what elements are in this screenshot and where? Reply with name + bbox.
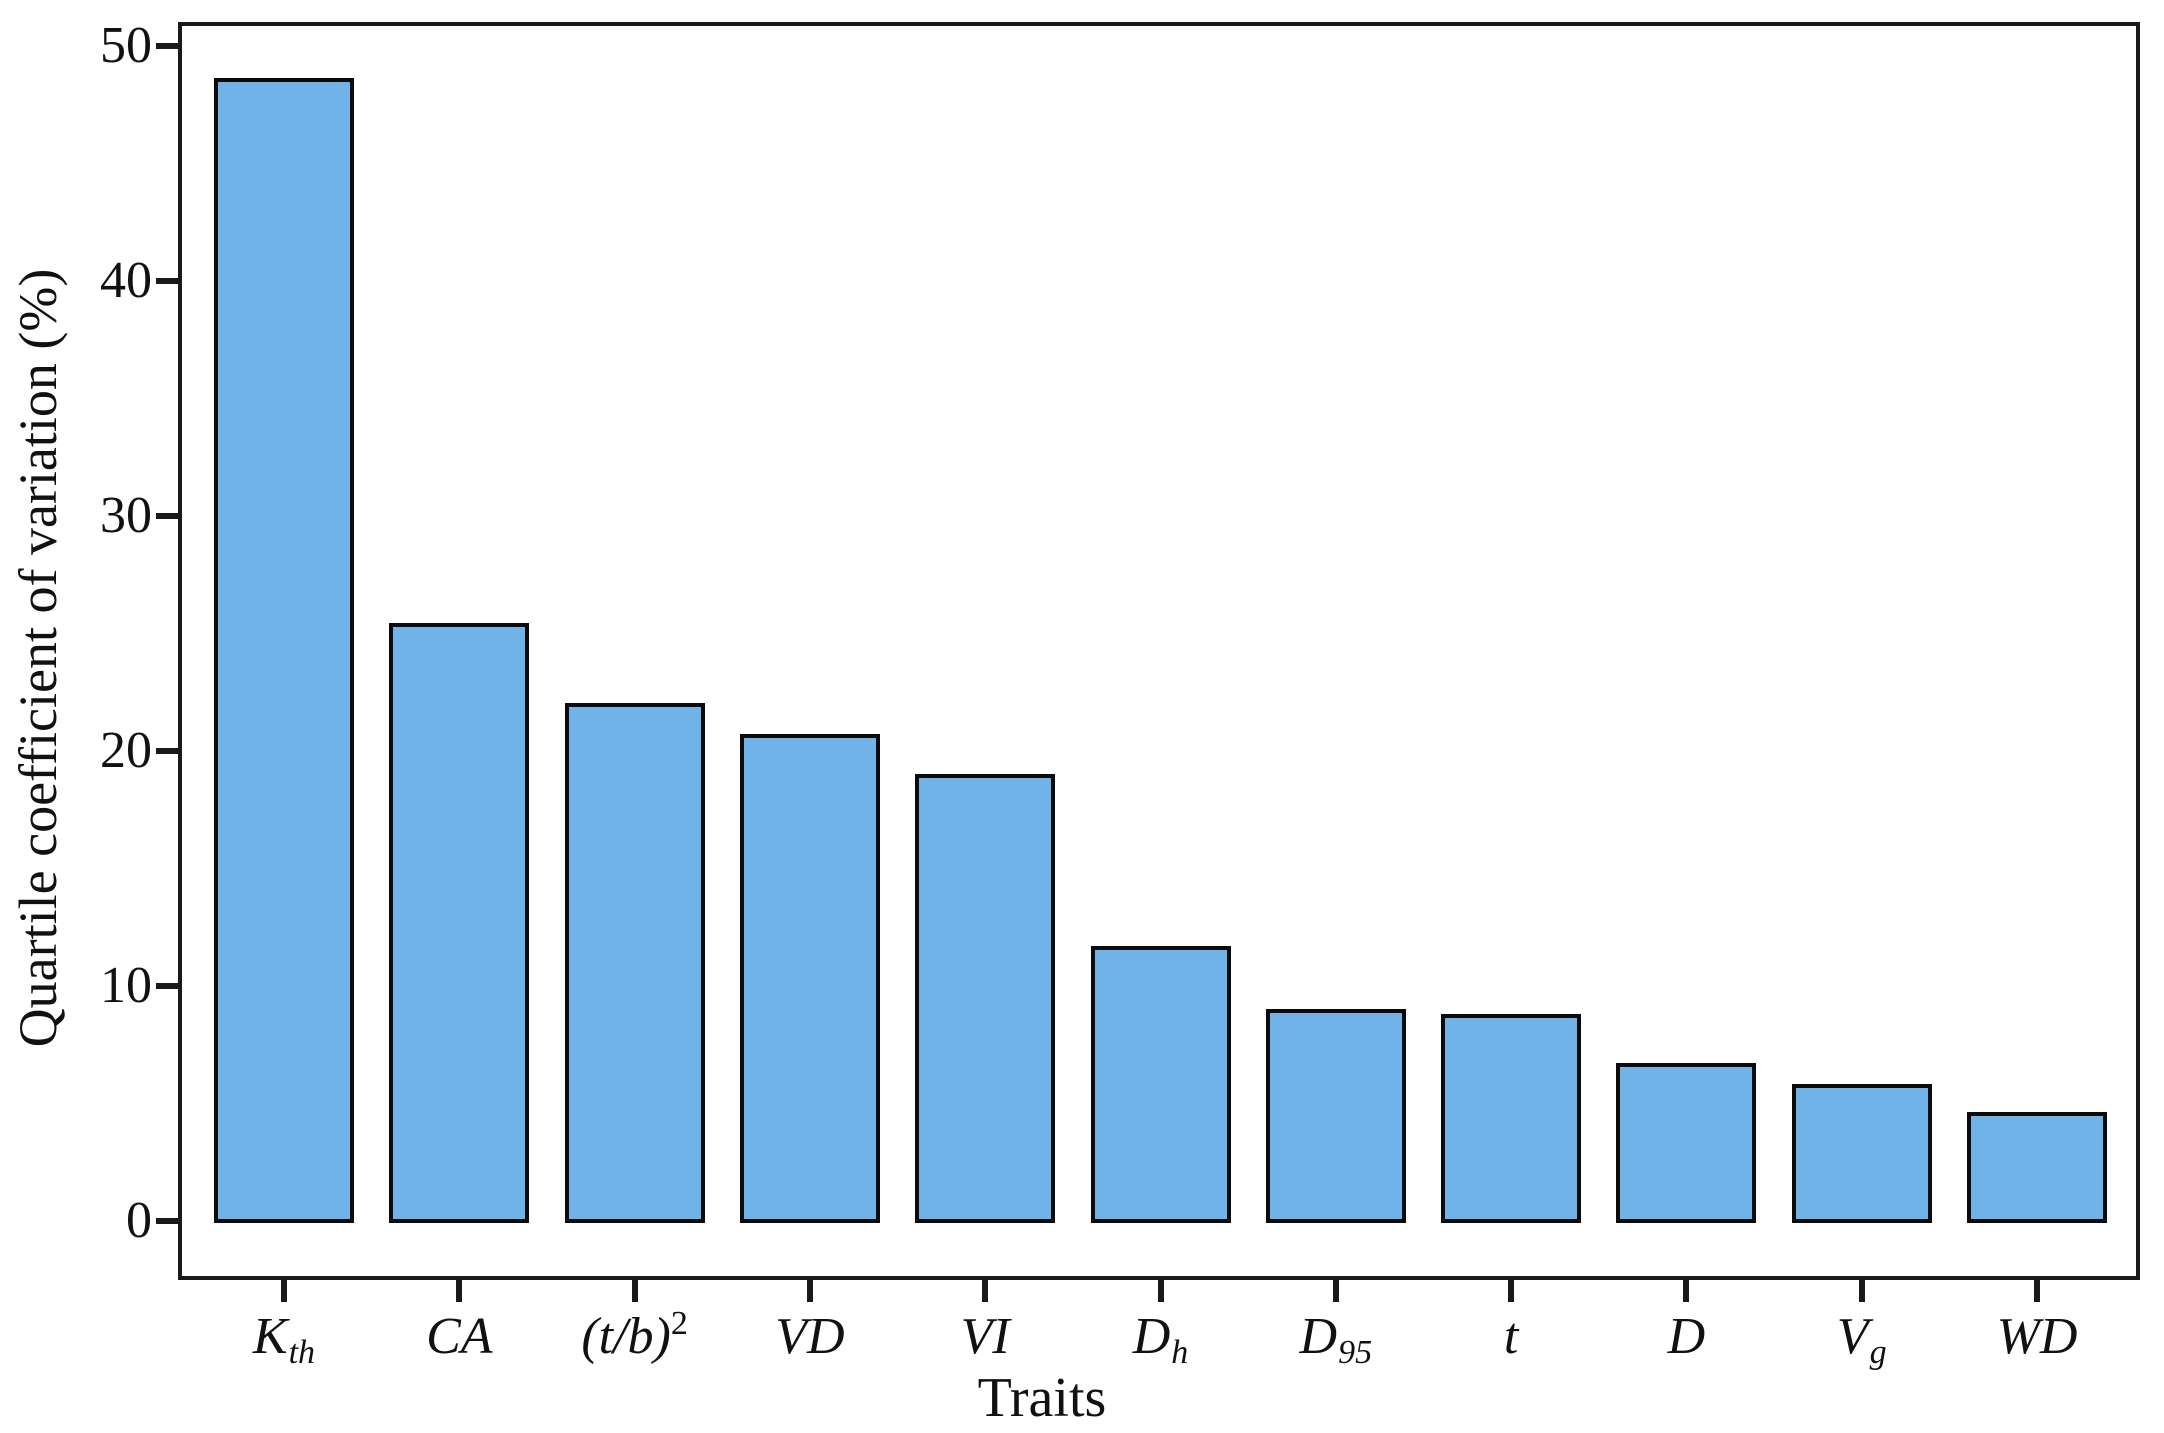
x-tick-label-subscript: h [1171, 1333, 1189, 1371]
bar-WD [1967, 1112, 2107, 1224]
bar-D [1616, 1063, 1757, 1224]
x-tick-label-Dh: Dh [1001, 1308, 1321, 1372]
x-tick [1683, 1280, 1690, 1302]
x-tick-label-main: D [1132, 1308, 1171, 1365]
y-tick-label: 10 [100, 957, 152, 1015]
bar-Kth [214, 78, 354, 1224]
bar-D95 [1265, 1009, 1406, 1224]
x-tick-label-VI: VI [825, 1308, 1145, 1366]
x-tick-label-(t/b)2: (t/b)2 [475, 1305, 795, 1372]
x-tick [806, 1280, 813, 1302]
y-tick [156, 512, 178, 519]
x-tick [1157, 1280, 1164, 1302]
bar-VD [739, 734, 880, 1224]
x-tick [1858, 1280, 1865, 1302]
x-tick-label-main: WD [1996, 1308, 2078, 1365]
x-tick-label-CA: CA [299, 1308, 619, 1366]
x-tick-label-main: (t/b) [581, 1308, 671, 1365]
x-tick-label-VD: VD [650, 1308, 970, 1366]
y-axis-label: Quartile coefficient of variation (%) [8, 268, 68, 1048]
bar-VI [915, 774, 1056, 1224]
x-tick [982, 1280, 989, 1302]
x-tick [281, 1280, 287, 1302]
x-axis-label: Traits [977, 1367, 1107, 1429]
x-tick-label-main: D [1667, 1308, 1706, 1365]
x-tick-label-main: t [1503, 1308, 1519, 1365]
y-tick [156, 42, 178, 49]
x-tick [456, 1280, 463, 1302]
x-tick [2034, 1280, 2040, 1302]
x-tick-label-WD: WD [1877, 1308, 2164, 1366]
y-tick [156, 983, 178, 990]
x-tick [631, 1280, 638, 1302]
bar-Dh [1090, 946, 1231, 1224]
x-tick-label-Vg: Vg [1702, 1308, 2022, 1372]
x-tick-label-t: t [1351, 1308, 1671, 1366]
x-tick [1332, 1280, 1339, 1302]
x-tick-label-main: V [1836, 1308, 1869, 1365]
x-tick-label-main: VD [775, 1308, 845, 1365]
x-tick-label-D: D [1526, 1308, 1846, 1366]
bar-CA [389, 623, 530, 1224]
y-tick-label: 40 [100, 251, 152, 309]
bar-t [1441, 1014, 1582, 1224]
x-tick-label-main: CA [426, 1308, 493, 1365]
x-tick-label-main: D [1299, 1308, 1338, 1365]
y-tick-label: 20 [100, 721, 152, 779]
y-tick-label: 0 [126, 1192, 152, 1250]
x-tick-label-main: K [252, 1308, 288, 1365]
y-tick [156, 277, 178, 284]
y-tick [156, 747, 178, 754]
y-tick [156, 1218, 178, 1225]
x-tick-label-subscript: g [1869, 1333, 1887, 1371]
x-tick-label-superscript: 2 [670, 1305, 688, 1343]
x-tick-label-main: VI [960, 1308, 1010, 1365]
x-tick-label-subscript: 95 [1338, 1333, 1373, 1371]
y-tick-label: 50 [100, 16, 152, 74]
bar-Vg [1791, 1084, 1932, 1224]
x-tick-label-Kth: Kth [124, 1308, 444, 1372]
x-tick-label-subscript: th [288, 1333, 316, 1371]
y-tick-label: 30 [100, 486, 152, 544]
x-tick [1508, 1280, 1515, 1302]
plot-area [178, 22, 2140, 1280]
x-tick-label-D95: D95 [1176, 1308, 1496, 1372]
bar-(t/b)2 [564, 703, 705, 1224]
